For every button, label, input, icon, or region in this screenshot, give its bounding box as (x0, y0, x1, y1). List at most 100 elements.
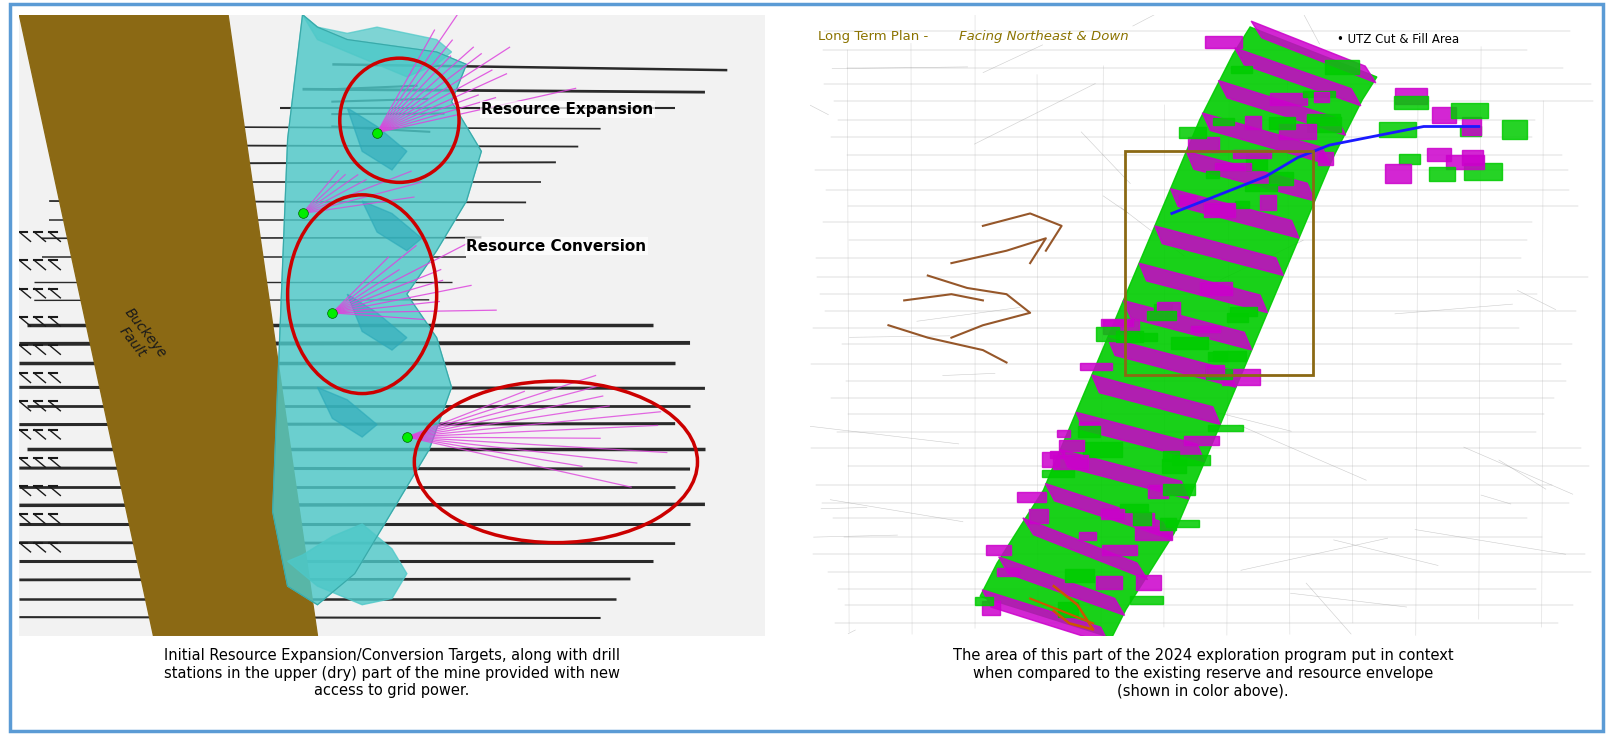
Bar (1173, 455, 1210, 465)
Bar (1103, 320, 1139, 334)
Bar (1058, 602, 1079, 617)
Bar (1121, 504, 1147, 512)
Bar (1157, 302, 1181, 315)
Polygon shape (1171, 189, 1298, 238)
Bar (1245, 184, 1277, 191)
Text: Initial Resource Expansion/Conversion Targets, along with drill
stations in the : Initial Resource Expansion/Conversion Ta… (165, 648, 619, 698)
Bar (1207, 171, 1219, 178)
Bar (1124, 151, 1313, 375)
Bar (1057, 430, 1071, 437)
Bar (1398, 154, 1419, 165)
Bar (1179, 127, 1205, 138)
Bar (1205, 37, 1242, 48)
Polygon shape (1023, 518, 1147, 580)
Polygon shape (1186, 151, 1315, 201)
Bar (1207, 365, 1224, 376)
Bar (1166, 520, 1200, 527)
Bar (1502, 120, 1528, 139)
Bar (1245, 115, 1261, 129)
Bar (1163, 451, 1179, 462)
Text: Buckeye
Fault: Buckeye Fault (108, 305, 169, 370)
Polygon shape (1139, 263, 1268, 312)
Bar (1307, 118, 1342, 132)
Bar (1079, 422, 1098, 429)
Bar (1227, 312, 1248, 322)
Bar (1163, 459, 1186, 473)
Bar (1116, 331, 1144, 342)
Bar (1432, 107, 1457, 123)
Bar (1079, 363, 1111, 370)
Bar (1260, 196, 1276, 209)
Bar (1095, 327, 1119, 341)
Text: The area of this part of the 2024 exploration program put in context
when compar: The area of this part of the 2024 explor… (953, 648, 1453, 698)
Bar (1461, 118, 1481, 135)
Bar (1077, 426, 1100, 437)
Polygon shape (363, 201, 421, 251)
Bar (1428, 148, 1450, 161)
Bar (982, 601, 1000, 615)
Bar (1269, 171, 1294, 184)
Bar (1463, 162, 1502, 180)
Bar (1303, 90, 1336, 97)
Bar (1065, 569, 1094, 582)
Bar (1269, 93, 1307, 105)
Polygon shape (1076, 412, 1205, 462)
Bar (1447, 155, 1484, 169)
Text: Resource Expansion: Resource Expansion (481, 102, 653, 117)
Bar (1136, 575, 1161, 590)
Text: Facing Northeast & Down: Facing Northeast & Down (960, 30, 1129, 43)
Polygon shape (1252, 21, 1376, 83)
Bar (1205, 204, 1234, 217)
Bar (976, 598, 994, 605)
Bar (1245, 154, 1266, 170)
Bar (1395, 87, 1426, 104)
Bar (1223, 369, 1260, 384)
Bar (1042, 452, 1058, 467)
Bar (1184, 436, 1219, 445)
Text: • UTZ Cut & Fill Area: • UTZ Cut & Fill Area (1337, 33, 1460, 46)
Bar (1207, 369, 1232, 379)
Bar (1307, 114, 1340, 126)
Bar (1060, 440, 1084, 451)
Bar (1315, 92, 1329, 101)
Polygon shape (318, 387, 377, 437)
Bar (1208, 352, 1227, 361)
Bar (1187, 137, 1219, 152)
Text: Long Term Plan -: Long Term Plan - (818, 30, 932, 43)
Bar (997, 567, 1019, 576)
Bar (1029, 509, 1048, 523)
Polygon shape (273, 15, 481, 605)
Bar (986, 545, 1011, 555)
Bar (1386, 164, 1411, 183)
Polygon shape (1092, 375, 1221, 425)
Bar (1213, 351, 1247, 361)
Polygon shape (347, 294, 406, 350)
Bar (1190, 326, 1219, 332)
Polygon shape (347, 108, 406, 170)
Bar (1215, 163, 1252, 170)
Bar (1147, 311, 1176, 320)
Bar (1231, 66, 1252, 74)
Bar (1129, 333, 1157, 342)
Bar (1460, 126, 1481, 136)
Polygon shape (303, 15, 452, 77)
Bar (1160, 518, 1176, 530)
Bar (1131, 596, 1163, 604)
Bar (1082, 442, 1123, 457)
Bar (1102, 545, 1137, 555)
Text: Resource Conversion: Resource Conversion (466, 239, 647, 254)
Bar (1429, 167, 1455, 182)
Bar (1102, 318, 1132, 326)
Polygon shape (1045, 484, 1173, 539)
Polygon shape (1155, 226, 1284, 276)
Bar (1171, 337, 1208, 349)
Polygon shape (287, 524, 406, 605)
Bar (1050, 451, 1065, 458)
Bar (1148, 485, 1168, 498)
Bar (1179, 196, 1197, 205)
Bar (1132, 512, 1150, 525)
Bar (1155, 304, 1173, 312)
Bar (1200, 282, 1232, 295)
Bar (1234, 201, 1248, 207)
Polygon shape (982, 589, 1110, 645)
